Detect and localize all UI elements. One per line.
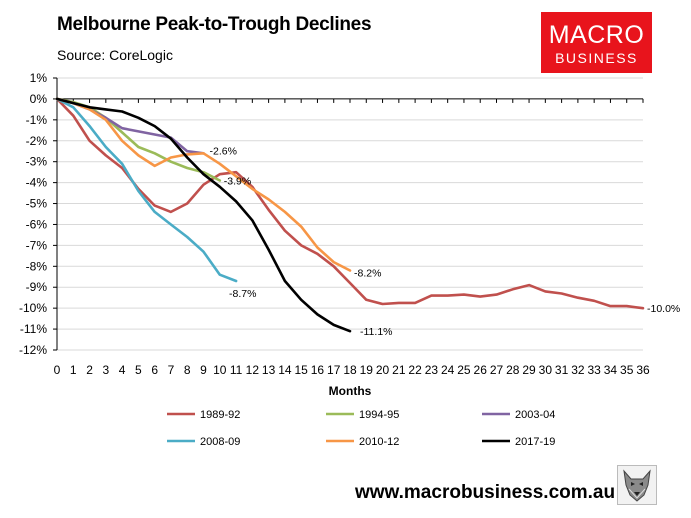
chart-axes: [56, 78, 643, 350]
x-tick-label: 22: [408, 363, 422, 377]
x-tick-label: 21: [392, 363, 406, 377]
x-tick-label: 8: [184, 363, 191, 377]
series-lines: [55, 97, 645, 333]
legend-label: 2008-09: [200, 436, 240, 448]
x-tick-label: 31: [555, 363, 569, 377]
x-tick-label: 17: [327, 363, 341, 377]
y-tick-label: -2%: [26, 134, 48, 148]
legend-label: 2010-12: [359, 436, 399, 448]
x-tick-label: 36: [636, 363, 650, 377]
x-tick-label: 32: [571, 363, 585, 377]
y-tick-label: -10%: [19, 301, 47, 315]
chart-subtitle: Source: CoreLogic: [57, 47, 173, 63]
legend-label: 1994-95: [359, 409, 399, 421]
chart-grid: [57, 77, 643, 351]
series-line-2008-09: [55, 97, 238, 283]
x-tick-label: 12: [246, 363, 260, 377]
legend-item-1989-92: 1989-92: [167, 409, 240, 421]
x-tick-label: 29: [522, 363, 536, 377]
series-line-2017-19: [55, 97, 352, 333]
y-tick-label: -8%: [26, 259, 48, 273]
y-tick-label: -11%: [20, 322, 47, 336]
x-tick-label: 28: [506, 363, 520, 377]
x-tick-label: 30: [539, 363, 553, 377]
x-tick-label: 35: [620, 363, 634, 377]
x-tick-label: 15: [294, 363, 308, 377]
legend-item-2003-04: 2003-04: [482, 409, 555, 421]
legend-item-2008-09: 2008-09: [167, 436, 240, 448]
chart-legend: 1989-92 1994-95 2003-04 2008-09 2010-12 2017-…: [167, 409, 555, 448]
y-tick-label: -3%: [26, 155, 48, 169]
x-tick-label: 20: [376, 363, 390, 377]
legend-item-1994-95: 1994-95: [326, 409, 399, 421]
x-tick-label: 4: [119, 363, 126, 377]
y-tick-label: -6%: [26, 217, 48, 231]
legend-item-2010-12: 2010-12: [326, 436, 399, 448]
x-axis-title: Months: [329, 384, 372, 398]
x-tick-label: 33: [587, 363, 601, 377]
x-tick-label: 3: [102, 363, 109, 377]
x-axis-ticks: 0 1 2 3 4 5 6 7 8 9 10 11 12 13 14 15 16 17 18 19 20 21 22 23 24…: [54, 98, 650, 377]
x-tick-label: 16: [311, 363, 325, 377]
x-tick-label: 7: [168, 363, 175, 377]
chart-title: Melbourne Peak-to-Trough Declines: [57, 14, 372, 35]
y-tick-label: -1%: [26, 113, 48, 127]
x-tick-label: 24: [441, 363, 455, 377]
x-tick-label: 2: [86, 363, 93, 377]
x-tick-label: 11: [230, 363, 243, 377]
macrobusiness-logo: MACRO BUSINESS: [541, 12, 652, 73]
end-label-1989-92: -10.0%: [647, 303, 680, 315]
x-tick-label: 14: [278, 363, 292, 377]
legend-label: 2017-19: [515, 436, 555, 448]
logo-line-1: MACRO: [548, 21, 645, 49]
series-line-2010-12: [55, 97, 352, 272]
x-tick-label: 34: [604, 363, 618, 377]
x-tick-label: 27: [490, 363, 504, 377]
x-tick-label: 10: [213, 363, 227, 377]
end-label-2010-12: -8.2%: [354, 267, 381, 279]
y-axis-ticks: 1% 0% -1% -2% -3% -4% -5% -6% -7% -8% -9% -10% -11% -…: [19, 71, 57, 357]
line-chart: 1% 0% -1% -2% -3% -4% -5% -6% -7% -8% -9% -10% -11% -…: [19, 71, 681, 448]
y-tick-label: -5%: [26, 197, 48, 211]
x-tick-label: 0: [54, 363, 61, 377]
x-tick-label: 23: [425, 363, 439, 377]
end-label-1994-95: -3.9%: [224, 176, 251, 188]
x-tick-label: 9: [200, 363, 207, 377]
y-tick-label: -12%: [19, 343, 47, 357]
legend-label: 2003-04: [515, 409, 555, 421]
x-tick-label: 13: [262, 363, 276, 377]
end-label-2017-19: -11.1%: [360, 326, 393, 338]
y-tick-label: 0%: [30, 92, 48, 106]
y-tick-label: 1%: [30, 71, 48, 85]
footer-url: www.macrobusiness.com.au: [355, 482, 616, 503]
end-label-2003-04: -2.6%: [210, 145, 237, 157]
legend-item-2017-19: 2017-19: [482, 436, 555, 448]
end-label-2008-09: -8.7%: [229, 288, 256, 300]
x-tick-label: 18: [343, 363, 357, 377]
series-line-1994-95: [55, 97, 222, 182]
wolf-logo-icon: [617, 465, 657, 505]
x-tick-label: 19: [360, 363, 374, 377]
x-tick-label: 25: [457, 363, 471, 377]
y-tick-label: -4%: [26, 176, 48, 190]
x-tick-label: 26: [474, 363, 488, 377]
x-tick-label: 5: [135, 363, 142, 377]
series-end-labels: -10.0% -3.9% -2.6% -8.7% -8.2% -11.1%: [210, 145, 681, 338]
y-tick-label: -7%: [26, 238, 48, 252]
x-tick-label: 6: [151, 363, 158, 377]
x-tick-label: 1: [70, 363, 77, 377]
series-line-1989-92: [55, 97, 645, 310]
y-tick-label: -9%: [26, 280, 48, 294]
logo-line-2: BUSINESS: [555, 50, 638, 66]
legend-label: 1989-92: [200, 409, 240, 421]
